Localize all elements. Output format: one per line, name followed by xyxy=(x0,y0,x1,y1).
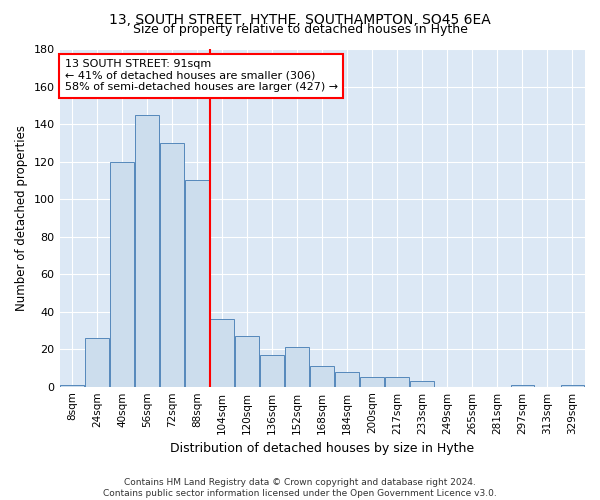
X-axis label: Distribution of detached houses by size in Hythe: Distribution of detached houses by size … xyxy=(170,442,475,455)
Bar xyxy=(410,381,434,386)
Bar xyxy=(60,385,84,386)
Y-axis label: Number of detached properties: Number of detached properties xyxy=(15,125,28,311)
Text: 13, SOUTH STREET, HYTHE, SOUTHAMPTON, SO45 6EA: 13, SOUTH STREET, HYTHE, SOUTHAMPTON, SO… xyxy=(109,12,491,26)
Bar xyxy=(135,114,159,386)
Bar xyxy=(210,319,234,386)
Bar xyxy=(235,336,259,386)
Bar xyxy=(310,366,334,386)
Text: Contains HM Land Registry data © Crown copyright and database right 2024.
Contai: Contains HM Land Registry data © Crown c… xyxy=(103,478,497,498)
Bar xyxy=(511,385,535,386)
Bar xyxy=(185,180,209,386)
Bar xyxy=(385,378,409,386)
Bar xyxy=(286,348,309,387)
Bar xyxy=(260,355,284,386)
Bar xyxy=(335,372,359,386)
Bar xyxy=(160,143,184,386)
Text: Size of property relative to detached houses in Hythe: Size of property relative to detached ho… xyxy=(133,22,467,36)
Bar xyxy=(110,162,134,386)
Bar xyxy=(361,378,384,386)
Text: 13 SOUTH STREET: 91sqm
← 41% of detached houses are smaller (306)
58% of semi-de: 13 SOUTH STREET: 91sqm ← 41% of detached… xyxy=(65,59,338,92)
Bar xyxy=(85,338,109,386)
Bar xyxy=(560,385,584,386)
